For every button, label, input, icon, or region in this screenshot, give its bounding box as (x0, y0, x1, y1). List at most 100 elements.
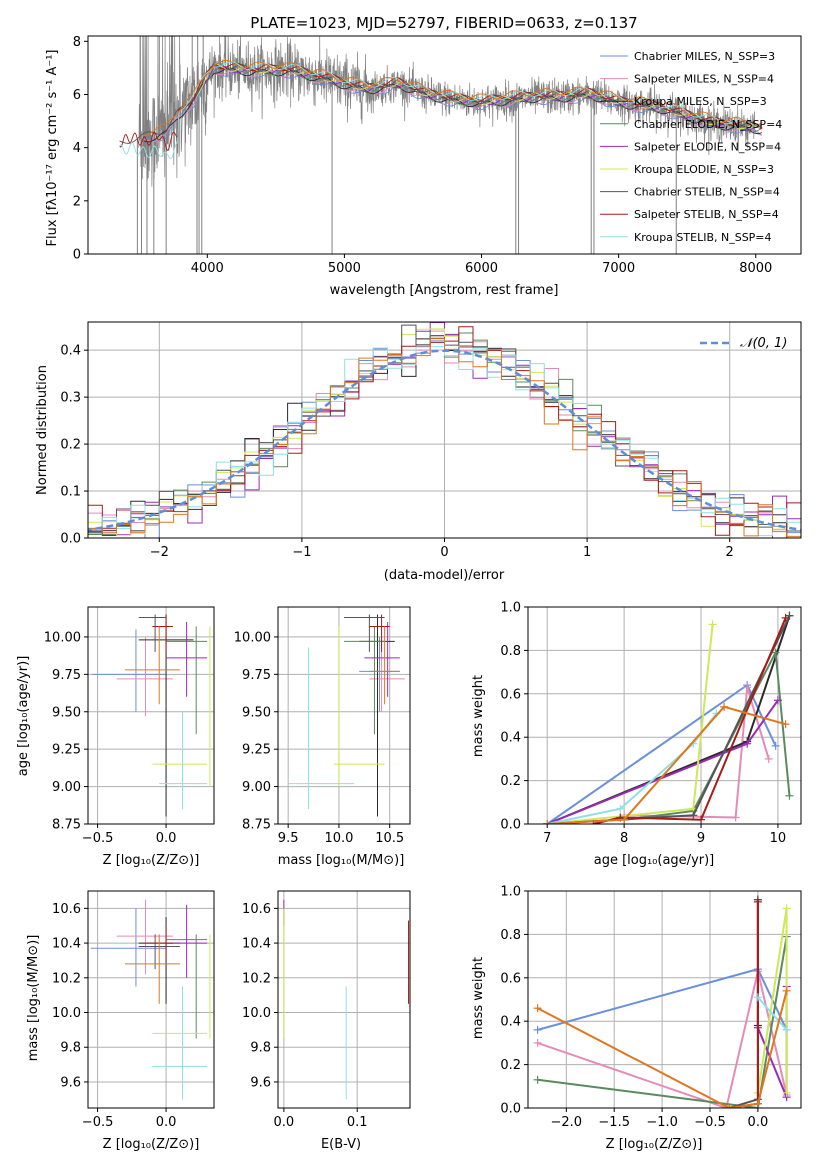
weight-marker-kroupa-elodie (708, 620, 717, 629)
residuals-xlabel: (data-model)/error (384, 568, 505, 583)
weight-age-xtick-label: 10 (770, 831, 787, 846)
errorbar-point-kroupa-stelib (288, 647, 355, 810)
model-spectrum-orange (142, 59, 763, 136)
weight-z-ytick-label: 0.6 (500, 971, 521, 986)
age-mass-xtick-label: 9.5 (278, 831, 299, 846)
legend-label-salpeter-elodie: Salpeter ELODIE, N_SSP=4 (634, 140, 781, 153)
mass-z-ytick-label: 9.6 (60, 1075, 81, 1090)
mass-z-ylabel: mass [log₁₀(M/M⊙)] (26, 935, 41, 1062)
residual-histogram-orange (88, 338, 801, 537)
mass-vs-metallicity-panel: −0.5 0.0 9.6 9.8 10.0 10.2 10.4 10.6 Z [log₁₀(Z… (26, 890, 215, 1152)
weight-age-ytick-label: 0.8 (500, 644, 521, 659)
weight-marker-chabrier-elodie (785, 791, 794, 800)
weight-series-kroupa-elodie (547, 624, 714, 824)
mass-ebv-ytick-label: 9.6 (250, 1075, 271, 1090)
residuals-ylabel: Normed distribution (35, 365, 50, 495)
spectrum-panel: 4000 5000 6000 7000 8000 0 2 4 6 8 PLATE=1023, MJ… (45, 14, 802, 298)
errorbar-point-salpeter-miles (116, 899, 173, 975)
residuals-ytick-label: 0.0 (60, 532, 81, 547)
age-z-ytick-label: 9.75 (52, 668, 81, 683)
weight-marker-salpeter-miles (764, 754, 773, 763)
weight-marker-chabrier-stelib (785, 611, 794, 620)
age-mass-ytick-label: 8.75 (242, 818, 271, 833)
mass-z-xtick-label: −0.5 (82, 1115, 114, 1130)
residual-histogram-panel: −2 −1 0 1 2 0.0 0.1 0.2 0.3 0.4 (data-model)/erro… (35, 321, 802, 583)
age-mass-xlabel: mass [log₁₀(M/M⊙)] (278, 853, 405, 868)
errorbar-point-kroupa-stelib (159, 711, 208, 810)
legend-label-kroupa-miles: Kroupa MILES, N_SSP=3 (634, 95, 767, 108)
mass-ebv-ytick-label: 10.6 (242, 902, 271, 917)
weight-age-ytick-label: 1.0 (500, 601, 521, 616)
weight-age-xlabel: age [log₁₀(age/yr)] (594, 853, 715, 868)
weight-z-ytick-label: 0.0 (500, 1102, 521, 1117)
age-z-ytick-label: 8.75 (52, 818, 81, 833)
weight-marker-kroupa-stelib (616, 804, 625, 813)
residuals-ytick-label: 0.2 (60, 438, 81, 453)
age-z-ytick-label: 9.50 (52, 705, 81, 720)
spectrum-ytick-label: 6 (73, 88, 81, 103)
weight-age-ytick-label: 0.2 (500, 774, 521, 789)
residuals-xtick-label: 1 (583, 545, 591, 560)
errorbar-point-chabrier-miles (92, 629, 167, 712)
weight-age-xtick-label: 7 (543, 831, 551, 846)
residual-histogram-chabrier-elodie (88, 328, 801, 538)
age-z-xtick-label: −0.5 (82, 831, 114, 846)
mass-z-xtick-label: 0.0 (156, 1115, 177, 1130)
legend-label-kroupa-stelib: Kroupa STELIB, N_SSP=4 (634, 231, 772, 244)
mass-ebv-xlabel: E(B-V) (321, 1137, 361, 1152)
age-z-ytick-label: 10.00 (44, 630, 81, 645)
normal-legend-label: 𝒩(0, 1) (740, 336, 787, 351)
mass-ebv-xtick-label: 0.1 (347, 1115, 368, 1130)
age-mass-xtick-label: 10.0 (324, 831, 353, 846)
errorbar-point-salpeter-stelib (152, 614, 173, 652)
age-z-ytick-label: 9.25 (52, 743, 81, 758)
legend-label-chabrier-miles: Chabrier MILES, N_SSP=3 (634, 50, 775, 63)
spectrum-xtick-label: 7000 (602, 261, 635, 276)
spectrum-frame (87, 35, 802, 255)
weight-marker-chabrier-stelib (689, 811, 698, 820)
weight-marker-salpeter-miles (731, 813, 740, 822)
weight-marker-salpeter-miles (533, 1038, 542, 1047)
legend-label-salpeter-stelib: Salpeter STELIB, N_SSP=4 (634, 208, 779, 221)
weight-z-xtick-label: −2.0 (551, 1115, 583, 1130)
legend-label-chabrier-elodie: Chabrier ELODIE, N_SSP=4 (634, 118, 782, 131)
weight-marker-salpeter-elodie (743, 739, 752, 748)
errorbar-point-salpeter-stelib (369, 614, 390, 652)
errorbar-point-chabrier-elodie (344, 626, 385, 735)
weight-age-ytick-label: 0.0 (500, 818, 521, 833)
weight-z-xlabel: Z [log₁₀(Z/Z⊙)] (606, 1137, 703, 1152)
weight-marker-salpeter-miles (722, 1104, 731, 1108)
errorbar-point-kroupa-elodie (152, 626, 211, 787)
spectrum-xtick-label: 4000 (191, 261, 224, 276)
weight-z-ytick-label: 1.0 (500, 885, 521, 900)
weight-z-ytick-label: 0.4 (500, 1015, 521, 1030)
residuals-xtick-label: 0 (440, 545, 448, 560)
legend-label-chabrier-stelib: Chabrier STELIB, N_SSP=4 (634, 186, 780, 199)
model-spectrum-kroupa-stelib (119, 61, 763, 160)
legend-label-salpeter-miles: Salpeter MILES, N_SSP=4 (634, 73, 774, 86)
weight-series-orange (547, 705, 786, 824)
weight-age-ytick-label: 0.6 (500, 687, 521, 702)
errorbar-point-kroupa-elodie (152, 934, 211, 1039)
weight-marker-kroupa-stelib (753, 993, 762, 1002)
age-mass-frame (277, 606, 411, 825)
weight-marker-salpeter-stelib (697, 815, 706, 824)
mass-z-ytick-label: 10.4 (52, 937, 81, 952)
normal-distribution-curve (88, 349, 801, 532)
weight-age-ylabel: mass weight (471, 675, 486, 757)
weight-z-ytick-label: 0.8 (500, 928, 521, 943)
mass-z-xlabel: Z [log₁₀(Z/Z⊙)] (103, 1137, 200, 1152)
age-mass-ytick-label: 9.00 (242, 780, 271, 795)
mass-z-ytick-label: 9.8 (60, 1041, 81, 1056)
mass-z-ytick-label: 10.2 (52, 971, 81, 986)
errorbar-point-chabrier-stelib (138, 614, 167, 652)
weight-marker-kroupa-elodie (782, 904, 791, 913)
weight-marker-orange (781, 720, 790, 729)
spectrum-xtick-label: 8000 (739, 261, 772, 276)
mass-ebv-ytick-label: 10.2 (242, 971, 271, 986)
errorbar-point-orange (369, 626, 400, 705)
weight-age-xtick-label: 8 (620, 831, 628, 846)
weight-z-xtick-label: −0.5 (694, 1115, 726, 1130)
weight-z-xtick-label: −1.5 (598, 1115, 630, 1130)
